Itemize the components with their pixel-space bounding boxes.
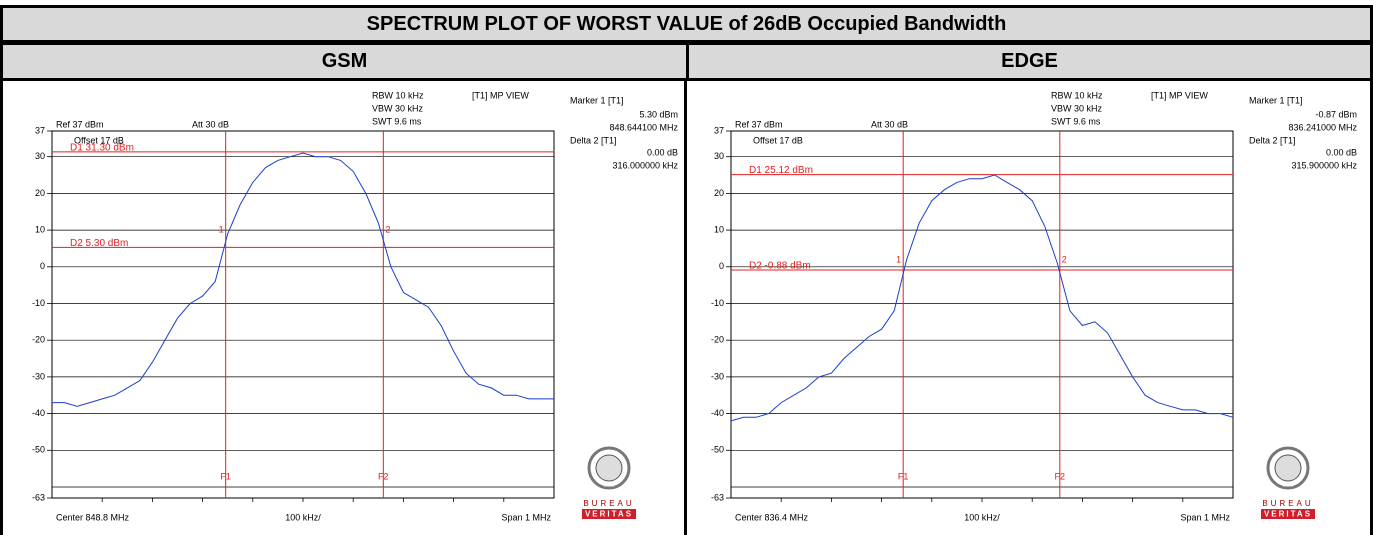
frequency-label: F2 (378, 471, 389, 481)
column-header-row: GSM EDGE (0, 42, 1373, 81)
y-tick-label: -63 (711, 492, 724, 502)
display-line-label: D2 -0.88 dBm (749, 261, 811, 272)
y-tick-label: -40 (32, 408, 45, 418)
logo-seal (1274, 454, 1302, 482)
logo-text: VERITAS (1264, 510, 1312, 519)
plot-frame (51, 130, 555, 499)
annotation: 836.241000 MHz (1288, 122, 1357, 132)
annotation: Ref 37 dBm (735, 119, 783, 129)
y-tick-label: -20 (32, 335, 45, 345)
y-tick-label: -50 (711, 445, 724, 455)
annotation: RBW 10 kHz (1051, 90, 1103, 100)
title: SPECTRUM PLOT OF WORST VALUE of 26dB Occ… (0, 5, 1373, 43)
annotation: [T1] MP VIEW (472, 90, 529, 100)
y-tick-label: 37 (714, 125, 724, 135)
annotation: VBW 30 kHz (1051, 103, 1103, 113)
annotation: Center 848.8 MHz (56, 512, 130, 522)
annotation: SWT 9.6 ms (1051, 116, 1101, 126)
logo-text: BUREAU (583, 499, 634, 508)
annotation: Delta 2 [T1] (570, 135, 617, 145)
annotation: 315.900000 kHz (1291, 160, 1357, 170)
y-tick-label: -10 (32, 298, 45, 308)
y-tick-label: 0 (40, 261, 45, 271)
annotation: 100 kHz/ (285, 512, 321, 522)
annotation: Marker 1 [T1] (1249, 95, 1303, 105)
annotation: Offset 17 dB (753, 135, 803, 145)
trace (52, 152, 554, 407)
annotation: 100 kHz/ (964, 512, 1000, 522)
annotation: Att 30 dB (192, 119, 229, 129)
column-header: EDGE (1001, 50, 1058, 72)
border (684, 80, 687, 535)
frequency-label: F1 (220, 471, 231, 481)
y-tick-label: -30 (711, 371, 724, 381)
y-tick-label: -10 (711, 298, 724, 308)
y-tick-label: 37 (35, 125, 45, 135)
y-tick-label: 10 (714, 224, 724, 234)
annotation: RBW 10 kHz (372, 90, 424, 100)
annotation: Span 1 MHz (1180, 512, 1230, 522)
y-tick-label: -20 (711, 335, 724, 345)
y-tick-label: 0 (719, 261, 724, 271)
y-tick-label: -40 (711, 408, 724, 418)
marker-label: 2 (1062, 254, 1067, 264)
y-tick-label: 10 (35, 224, 45, 234)
annotation: 5.30 dBm (639, 109, 678, 119)
display-line-label: D2 5.30 dBm (70, 238, 128, 249)
annotation: 0.00 dB (1326, 147, 1357, 157)
y-tick-label: 20 (35, 188, 45, 198)
logo-year: 1828 (603, 482, 614, 488)
frequency-label: F2 (1055, 471, 1066, 481)
plot-frame (730, 130, 1234, 499)
annotation: VBW 30 kHz (372, 103, 424, 113)
logo-text: VERITAS (585, 510, 633, 519)
spectrum-panel: 37 30 20 10 0 -10 -20 -30 -40 -50 -63 D1 25.12 dBm D… (711, 90, 1358, 522)
marker-label: 1 (219, 224, 224, 234)
y-tick-label: -30 (32, 371, 45, 381)
display-line-label: D1 25.12 dBm (749, 165, 813, 176)
border (1370, 80, 1373, 535)
annotation: Att 30 dB (871, 119, 908, 129)
logo-text: BUREAU (1262, 499, 1313, 508)
annotation: [T1] MP VIEW (1151, 90, 1208, 100)
annotation: SWT 9.6 ms (372, 116, 422, 126)
column-header: GSM (3, 45, 689, 78)
annotation: 316.000000 kHz (612, 160, 678, 170)
annotation: Center 836.4 MHz (735, 512, 809, 522)
annotation: Delta 2 [T1] (1249, 135, 1296, 145)
frequency-label: F1 (898, 471, 909, 481)
annotation: Span 1 MHz (501, 512, 551, 522)
annotation: Marker 1 [T1] (570, 95, 624, 105)
annotation: 848.644100 MHz (609, 122, 678, 132)
display-line-label: D1 31.30 dBm (70, 143, 134, 154)
marker-label: 1 (896, 254, 901, 264)
annotation: Offset 17 dB (74, 135, 124, 145)
logo-band (1261, 509, 1315, 519)
annotation: Ref 37 dBm (56, 119, 104, 129)
y-tick-label: -63 (32, 492, 45, 502)
logo-seal (595, 454, 623, 482)
y-tick-label: -50 (32, 445, 45, 455)
logo-year: 1828 (1282, 482, 1293, 488)
trace (730, 174, 1234, 422)
spectrum-panel: 37 30 20 10 0 -10 -20 -30 -40 -50 -63 D1 31.30 dBm D… (32, 90, 679, 522)
annotation: -0.87 dBm (1315, 109, 1357, 119)
y-tick-label: 20 (714, 188, 724, 198)
y-tick-label: 30 (35, 151, 45, 161)
y-tick-label: 30 (714, 151, 724, 161)
annotation: 0.00 dB (647, 147, 678, 157)
marker-label: 2 (385, 224, 390, 234)
border (0, 80, 3, 535)
logo-band (582, 509, 636, 519)
